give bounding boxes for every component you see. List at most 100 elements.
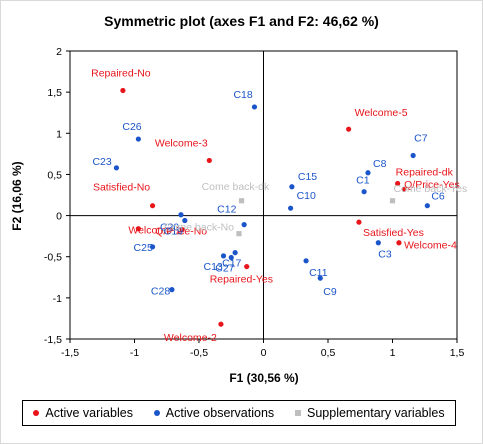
point-c17 [232, 250, 238, 256]
point-q-price-yes [401, 186, 407, 192]
label-welcome-3: Welcome-3 [155, 137, 208, 149]
point-c10 [287, 205, 294, 211]
y-tick-label: -1 [53, 293, 62, 305]
label-c17: C17 [222, 258, 241, 270]
label-c6: C6 [431, 191, 445, 203]
point-c13 [220, 253, 227, 259]
point-c19 [182, 217, 188, 224]
label-c23: C23 [92, 156, 111, 168]
legend-label: Active observations [165, 406, 275, 420]
point-repaired-no [120, 87, 126, 94]
point-c25 [149, 244, 156, 250]
point-repaired-yes [244, 263, 250, 270]
point-c12 [241, 222, 247, 228]
chart-title: Symmetric plot (axes F1 and F2: 46,62 %) [104, 13, 379, 29]
legend-label: Supplementary variables [307, 406, 445, 420]
points-layer [113, 87, 430, 327]
label-c19: C19 [164, 226, 183, 238]
label-c7: C7 [414, 133, 428, 145]
x-tick-label: 0,5 [321, 347, 336, 359]
point-c26 [135, 136, 141, 142]
y-tick-label: -1,5 [44, 334, 62, 346]
point-c6 [424, 203, 430, 209]
label-c27: C27 [215, 263, 234, 275]
point-c1 [361, 189, 367, 195]
point-satisfied-yes [356, 219, 362, 225]
label-come-back-dk: Come back-dk [202, 181, 270, 193]
label-welcome-4: Welcome-4 [404, 240, 457, 252]
label-c12: C12 [217, 204, 236, 216]
x-tick-label: 0 [261, 347, 267, 359]
legend-marker-red [33, 410, 40, 416]
label-repaired-yes: Repaired-Yes [210, 274, 273, 286]
x-tick-label: -1 [130, 347, 139, 359]
point-come-back-no [236, 231, 242, 237]
label-c20: C20 [160, 222, 179, 234]
point-c8 [365, 170, 371, 176]
label-c28: C28 [151, 286, 170, 298]
point-welcome-3 [206, 157, 212, 164]
point-c15 [289, 184, 295, 190]
label-satisfied-no: Satisfied-No [93, 182, 150, 194]
x-axis-label: F1 (30,56 %) [229, 371, 298, 385]
y-tick-label: 0,5 [47, 169, 62, 181]
point-come-back-dk [238, 198, 245, 204]
label-c1: C1 [356, 175, 370, 187]
point-welcome-1 [135, 226, 141, 232]
legend-marker-gray [295, 410, 301, 416]
x-tick-label: -1,5 [61, 347, 79, 359]
label-c26: C26 [122, 121, 141, 133]
y-tick-label: 1,5 [47, 87, 62, 99]
label-c10: C10 [297, 190, 316, 202]
point-c11 [303, 258, 309, 264]
x-tick-label: 1,5 [450, 347, 465, 359]
legend: Active variables Active observations Sup… [22, 400, 456, 426]
labels-layer: Repaired-No Welcome-3 Satisfied-No Welcome-… [91, 67, 467, 344]
point-repaired-dk [395, 180, 401, 187]
point-c9 [317, 275, 323, 281]
label-c15: C15 [298, 171, 317, 183]
point-satisfied-no [149, 203, 156, 209]
label-c25: C25 [134, 242, 153, 254]
point-welcome-2 [218, 321, 224, 327]
point-c23 [113, 165, 120, 171]
label-repaired-no: Repaired-No [91, 67, 151, 79]
label-welcome-1: Welcome-1 [128, 225, 181, 237]
label-satisfied-yes: Satisfied-Yes [363, 227, 424, 239]
label-c13: C13 [204, 261, 223, 273]
label-q-price-yes: Q/Price-Yes [404, 179, 460, 191]
x-tick-label: -0,5 [190, 347, 208, 359]
point-c18 [251, 104, 258, 110]
point-c28 [169, 287, 175, 293]
point-q-price-no [179, 226, 185, 233]
y-tick-label: 1 [56, 128, 62, 140]
label-c9: C9 [323, 286, 337, 298]
legend-item-supplementary-variables: Supplementary variables [295, 406, 445, 420]
y-axis-label: F2 (16,06 %) [10, 161, 24, 230]
legend-item-active-variables: Active variables [33, 406, 133, 420]
legend-item-active-observations: Active observations [153, 406, 275, 420]
y-tick-label: 0 [56, 211, 62, 223]
point-c3 [375, 240, 381, 246]
label-welcome-5: Welcome-5 [355, 107, 408, 119]
label-c8: C8 [373, 158, 387, 170]
point-c20 [178, 212, 184, 218]
legend-label: Active variables [45, 406, 133, 420]
label-welcome-2: Welcome-2 [164, 332, 217, 344]
point-come-back-yes [389, 198, 396, 204]
x-tick-label: 1 [390, 347, 396, 359]
label-q-price-no: Q/Price-No [155, 226, 207, 238]
y-tick-label: -0,5 [44, 252, 62, 264]
label-c3: C3 [378, 249, 392, 261]
point-c27 [228, 254, 234, 261]
label-c18: C18 [233, 89, 252, 101]
legend-marker-blue [153, 410, 160, 416]
label-c11: C11 [309, 267, 328, 279]
point-welcome-4 [396, 240, 402, 246]
label-repaired-dk: Repaired-dk [396, 166, 454, 178]
point-c7 [410, 152, 416, 159]
label-come-back-no: Come back-No [164, 222, 234, 234]
axes-layer: -1,5 -1 -0,5 0 0,5 1 1,5 -1,5 -1 -0,5 0 0,5 1 1,5 2 [44, 46, 465, 359]
